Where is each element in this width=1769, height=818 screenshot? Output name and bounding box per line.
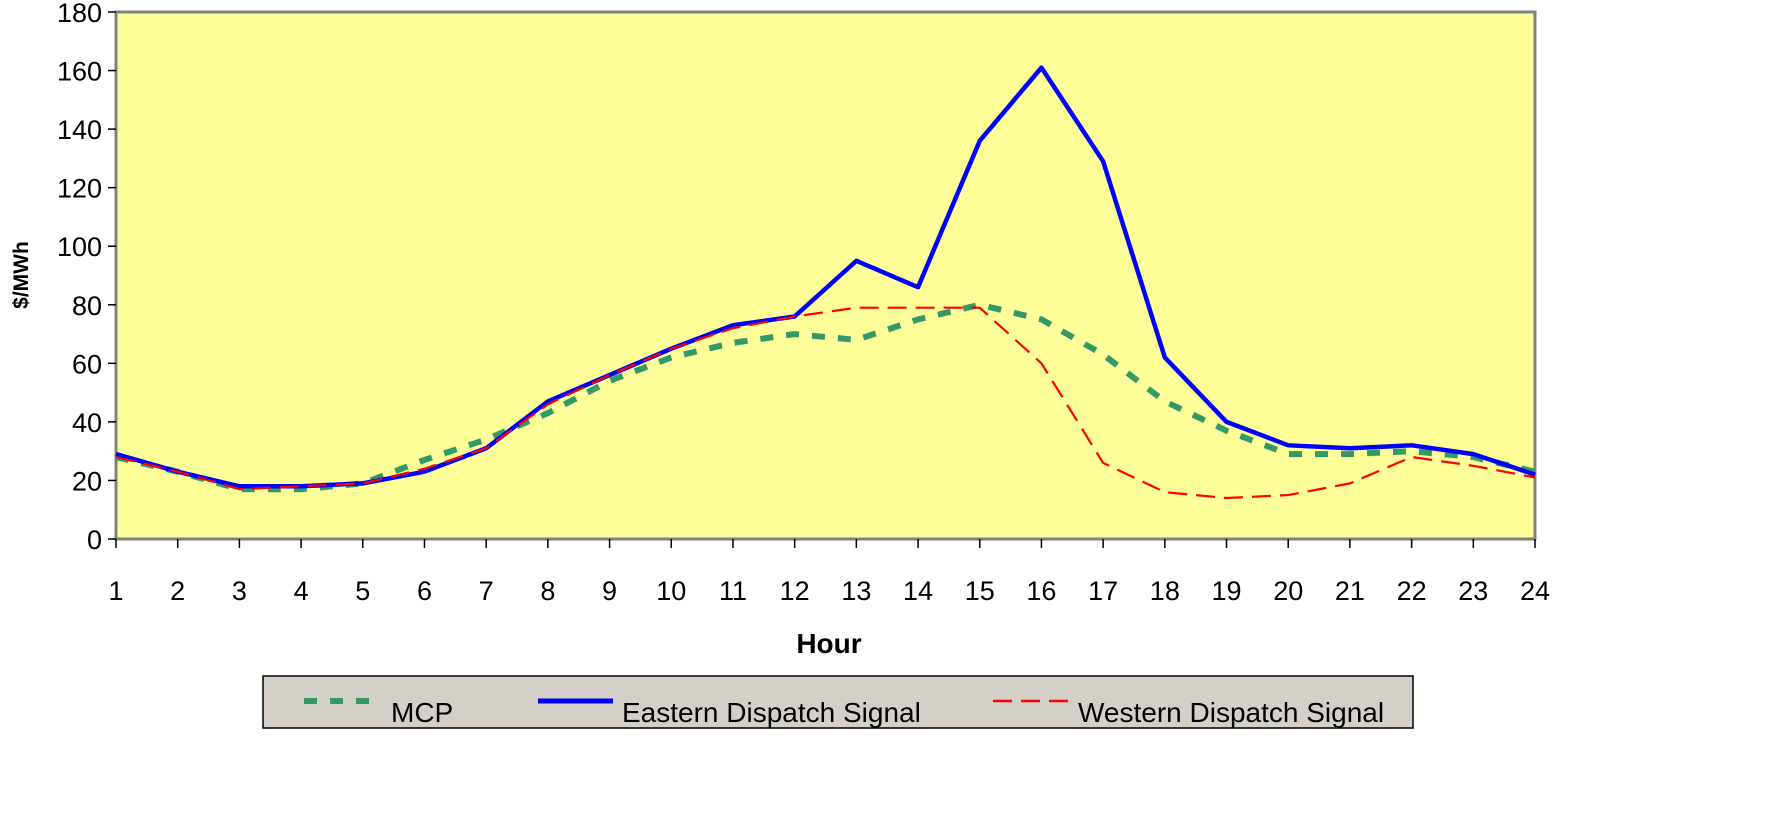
- y-tick-label: 140: [57, 115, 102, 145]
- x-tick-label: 11: [719, 576, 747, 606]
- x-tick-label: 16: [1026, 576, 1056, 606]
- legend: MCP Eastern Dispatch Signal Western Disp…: [262, 675, 1414, 729]
- y-tick-label: 100: [57, 232, 102, 262]
- y-tick-label: 40: [72, 408, 102, 438]
- x-tick-label: 18: [1150, 576, 1180, 606]
- y-tick-label: 60: [72, 349, 102, 379]
- x-tick-label: 19: [1211, 576, 1241, 606]
- x-tick-label: 24: [1520, 576, 1550, 606]
- x-tick-label: 12: [780, 576, 810, 606]
- x-tick-label: 21: [1335, 576, 1365, 606]
- x-tick-label: 13: [841, 576, 871, 606]
- x-axis-title: Hour: [796, 628, 861, 659]
- x-tick-label: 23: [1458, 576, 1488, 606]
- x-tick-label: 17: [1088, 576, 1118, 606]
- x-tick-label: 2: [170, 576, 185, 606]
- y-tick-label: 160: [57, 57, 102, 87]
- y-axis-title: $/MWh: [10, 241, 33, 309]
- x-tick-label: 6: [417, 576, 432, 606]
- y-tick-label: 180: [57, 0, 102, 28]
- legend-label-mcp: MCP: [391, 697, 453, 728]
- x-tick-label: 4: [294, 576, 309, 606]
- y-tick-label: 0: [87, 525, 102, 555]
- x-tick-label: 14: [903, 576, 933, 606]
- x-tick-label: 5: [355, 576, 370, 606]
- legend-label-western: Western Dispatch Signal: [1078, 697, 1384, 728]
- plot-area: [114, 10, 1537, 541]
- x-tick-label: 8: [540, 576, 555, 606]
- legend-label-eastern: Eastern Dispatch Signal: [622, 697, 921, 728]
- x-tick-label: 20: [1273, 576, 1303, 606]
- x-tick-label: 7: [479, 576, 494, 606]
- x-tick-label: 15: [965, 576, 995, 606]
- x-tick-label: 9: [602, 576, 617, 606]
- y-tick-label: 20: [72, 466, 102, 496]
- series-line-western-dispatch-signal: [115, 306, 1536, 500]
- x-tick-label: 1: [108, 576, 123, 606]
- x-tick-label: 10: [656, 576, 686, 606]
- legend-box: [262, 675, 1414, 729]
- y-tick-label: 120: [57, 174, 102, 204]
- y-tick-label: 80: [72, 291, 102, 321]
- x-axis-ticks: 1 2 3 4 5 6 7 8 9 10 11 12 13 14 15 16 17 18 19 20 21 22 23 24: [108, 539, 1550, 606]
- x-tick-label: 22: [1397, 576, 1427, 606]
- x-tick-label: 3: [232, 576, 247, 606]
- y-axis-ticks: 0 20 40 60 80 100 120 140 160 180: [57, 0, 116, 555]
- series-lines: [115, 65, 1536, 500]
